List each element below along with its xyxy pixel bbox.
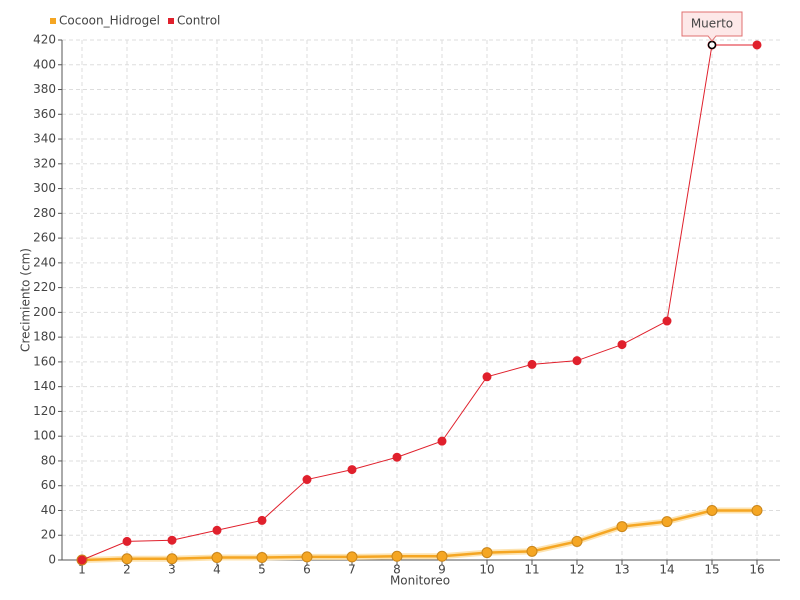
y-tick-label: 300 xyxy=(33,181,56,195)
y-axis-label: Crecimiento (cm) xyxy=(19,248,33,352)
y-tick-label: 360 xyxy=(33,107,56,121)
x-tick-label: 1 xyxy=(78,563,86,577)
x-tick-label: 13 xyxy=(614,563,629,577)
data-point xyxy=(616,521,628,533)
x-tick-label: 6 xyxy=(303,563,311,577)
y-tick-label: 100 xyxy=(33,429,56,443)
x-tick-label: 10 xyxy=(479,563,494,577)
x-tick-label: 5 xyxy=(258,563,266,577)
data-point xyxy=(436,550,448,562)
data-point xyxy=(482,372,492,382)
data-point xyxy=(211,552,223,564)
legend-label: Cocoon_Hidrogel xyxy=(59,14,160,28)
x-tick-label: 15 xyxy=(704,563,719,577)
y-tick-label: 320 xyxy=(33,156,56,170)
data-point xyxy=(212,525,222,535)
y-tick-label: 40 xyxy=(41,503,56,517)
data-point xyxy=(391,550,403,562)
annotation-box xyxy=(681,11,743,42)
x-tick-label: 16 xyxy=(749,563,764,577)
data-point xyxy=(121,553,133,565)
data-point xyxy=(256,552,268,564)
x-tick-label: 2 xyxy=(123,563,131,577)
annotation-text: Muerto xyxy=(691,16,733,30)
x-tick-label: 11 xyxy=(524,563,539,577)
data-point xyxy=(167,535,177,545)
data-point xyxy=(617,340,627,350)
y-tick-label: 380 xyxy=(33,82,56,96)
legend-label: Control xyxy=(177,14,220,28)
data-point xyxy=(662,316,672,326)
x-tick-label: 4 xyxy=(213,563,221,577)
y-tick-label: 80 xyxy=(41,453,56,467)
x-tick-label: 9 xyxy=(438,563,446,577)
y-tick-label: 180 xyxy=(33,330,56,344)
y-tick-label: 20 xyxy=(41,528,56,542)
x-tick-label: 7 xyxy=(348,563,356,577)
data-point xyxy=(166,553,178,565)
data-point xyxy=(661,516,673,528)
data-point xyxy=(437,436,447,446)
y-tick-label: 0 xyxy=(48,553,56,567)
data-point xyxy=(257,515,267,525)
y-tick-label: 260 xyxy=(33,231,56,245)
data-point xyxy=(301,551,313,563)
y-tick-label: 400 xyxy=(33,57,56,71)
y-tick-label: 160 xyxy=(33,354,56,368)
x-tick-label: 3 xyxy=(168,563,176,577)
y-tick-label: 140 xyxy=(33,379,56,393)
x-tick-label: 8 xyxy=(393,563,401,577)
data-point xyxy=(77,555,87,565)
annotation-marker xyxy=(707,40,717,50)
x-tick-label: 14 xyxy=(659,563,674,577)
x-tick-label: 12 xyxy=(569,563,584,577)
data-point xyxy=(346,551,358,563)
x-axis-label: Monitoreo xyxy=(390,574,450,588)
data-point xyxy=(572,356,582,366)
series-line xyxy=(81,44,757,561)
data-point xyxy=(526,545,538,557)
data-point xyxy=(571,535,583,547)
data-point xyxy=(752,40,762,50)
legend-swatch xyxy=(168,18,174,24)
data-point xyxy=(347,465,357,475)
y-tick-label: 220 xyxy=(33,280,56,294)
y-tick-label: 420 xyxy=(33,33,56,47)
data-point xyxy=(706,504,718,516)
y-tick-label: 120 xyxy=(33,404,56,418)
y-tick-label: 200 xyxy=(33,305,56,319)
y-tick-label: 60 xyxy=(41,478,56,492)
data-point xyxy=(392,452,402,462)
data-point xyxy=(751,504,763,516)
data-point xyxy=(122,536,132,546)
data-point xyxy=(302,475,312,485)
y-tick-label: 340 xyxy=(33,132,56,146)
y-tick-label: 240 xyxy=(33,255,56,269)
y-tick-label: 280 xyxy=(33,206,56,220)
legend-swatch xyxy=(50,18,56,24)
data-point xyxy=(527,359,537,369)
series-line xyxy=(81,509,757,562)
data-point xyxy=(481,547,493,559)
